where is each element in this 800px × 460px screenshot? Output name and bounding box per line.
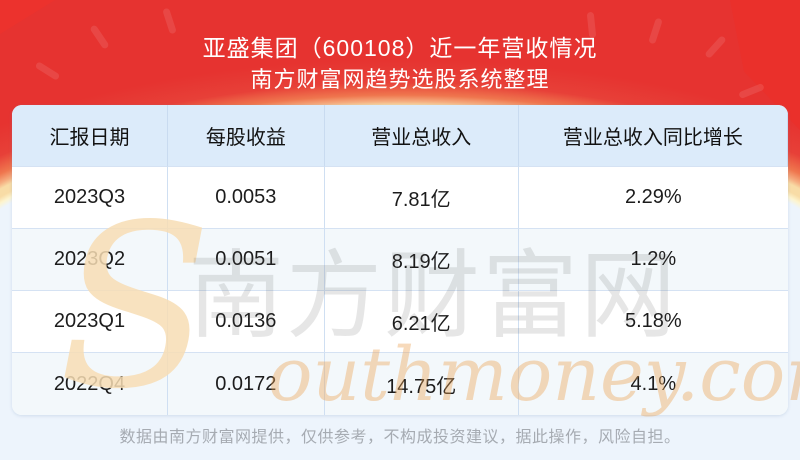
cell-eps: 0.0051 bbox=[167, 229, 325, 291]
cell-report-date: 2023Q2 bbox=[12, 229, 168, 291]
cell-yoy-growth: 2.29% bbox=[518, 167, 788, 229]
cell-report-date: 2023Q1 bbox=[12, 291, 168, 353]
column-header-total-revenue: 营业总收入 bbox=[324, 105, 519, 167]
column-header-eps: 每股收益 bbox=[167, 105, 325, 167]
cell-total-revenue: 7.81亿 bbox=[324, 167, 519, 229]
cell-eps: 0.0053 bbox=[167, 167, 325, 229]
revenue-table: 汇报日期 每股收益 营业总收入 营业总收入同比增长 2023Q3 0.0053 … bbox=[12, 105, 788, 415]
revenue-table-grid: 汇报日期 每股收益 营业总收入 营业总收入同比增长 2023Q3 0.0053 … bbox=[12, 105, 788, 415]
disclaimer-text: 数据由南方财富网提供，仅供参考，不构成投资建议，据此操作，风险自担。 bbox=[119, 429, 681, 446]
cell-report-date: 2023Q3 bbox=[12, 167, 168, 229]
cell-total-revenue: 6.21亿 bbox=[324, 291, 519, 353]
cell-yoy-growth: 4.1% bbox=[518, 353, 788, 415]
cell-total-revenue: 8.19亿 bbox=[324, 229, 519, 291]
cell-total-revenue: 14.75亿 bbox=[324, 353, 519, 415]
page-subtitle: 南方财富网趋势选股系统整理 bbox=[250, 67, 550, 92]
cell-eps: 0.0136 bbox=[167, 291, 325, 353]
cell-yoy-growth: 1.2% bbox=[518, 229, 788, 291]
page-title: 亚盛集团（600108）近一年营收情况 bbox=[202, 35, 598, 61]
cell-report-date: 2022Q4 bbox=[12, 353, 168, 415]
column-header-yoy-growth: 营业总收入同比增长 bbox=[518, 105, 788, 167]
cell-yoy-growth: 5.18% bbox=[518, 291, 788, 353]
column-header-report-date: 汇报日期 bbox=[12, 105, 168, 167]
cell-eps: 0.0172 bbox=[167, 353, 325, 415]
